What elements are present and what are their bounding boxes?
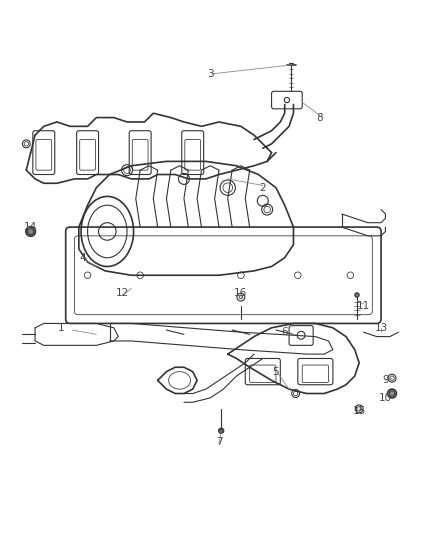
Text: 13: 13 (374, 323, 388, 333)
Text: 11: 11 (357, 301, 370, 311)
Text: 5: 5 (272, 367, 279, 377)
Ellipse shape (389, 391, 395, 396)
Text: 2: 2 (259, 183, 266, 192)
Text: 9: 9 (382, 375, 389, 385)
Text: 3: 3 (207, 69, 214, 79)
Text: 12: 12 (116, 288, 129, 298)
Ellipse shape (219, 428, 224, 433)
Ellipse shape (355, 293, 359, 297)
Text: 4: 4 (80, 253, 87, 263)
Text: 14: 14 (24, 222, 37, 232)
Text: 1: 1 (58, 323, 65, 333)
Ellipse shape (28, 229, 34, 235)
Ellipse shape (26, 227, 35, 236)
Ellipse shape (388, 389, 396, 398)
Text: 7: 7 (215, 437, 223, 447)
Text: 8: 8 (316, 112, 323, 123)
Text: 6: 6 (281, 327, 288, 337)
Text: 16: 16 (234, 288, 247, 298)
Text: 15: 15 (353, 406, 366, 416)
Text: 10: 10 (379, 393, 392, 403)
